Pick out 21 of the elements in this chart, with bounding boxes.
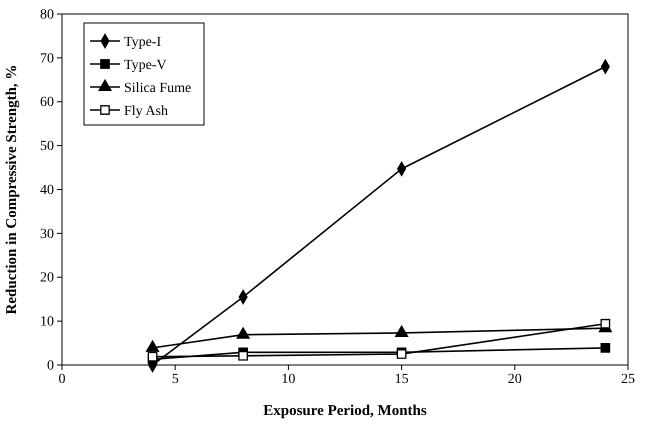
x-tick-label: 5 xyxy=(172,372,179,387)
y-tick-label: 10 xyxy=(40,314,54,330)
legend-label: Fly Ash xyxy=(124,104,168,119)
y-tick-label: 20 xyxy=(40,270,54,286)
y-tick-label: 40 xyxy=(40,182,54,198)
legend-label: Type-I xyxy=(124,35,162,50)
x-tick-label: 25 xyxy=(621,372,635,387)
x-tick-label: 15 xyxy=(394,372,409,387)
legend-label: Silica Fume xyxy=(124,81,192,96)
x-tick-label: 10 xyxy=(281,372,296,387)
x-axis-title: Exposure Period, Months xyxy=(263,403,427,419)
x-tick-label: 0 xyxy=(58,372,66,387)
y-axis-title: Reduction in Compressive Strength, % xyxy=(4,64,20,314)
y-tick-label: 80 xyxy=(40,7,54,22)
y-tick-label: 50 xyxy=(40,139,54,154)
y-tick-label: 70 xyxy=(40,51,54,66)
y-tick-label: 60 xyxy=(40,95,54,110)
x-tick-label: 20 xyxy=(508,372,522,387)
legend-label: Type-V xyxy=(124,58,167,73)
y-tick-label: 0 xyxy=(47,358,54,374)
y-tick-label: 30 xyxy=(40,226,54,242)
